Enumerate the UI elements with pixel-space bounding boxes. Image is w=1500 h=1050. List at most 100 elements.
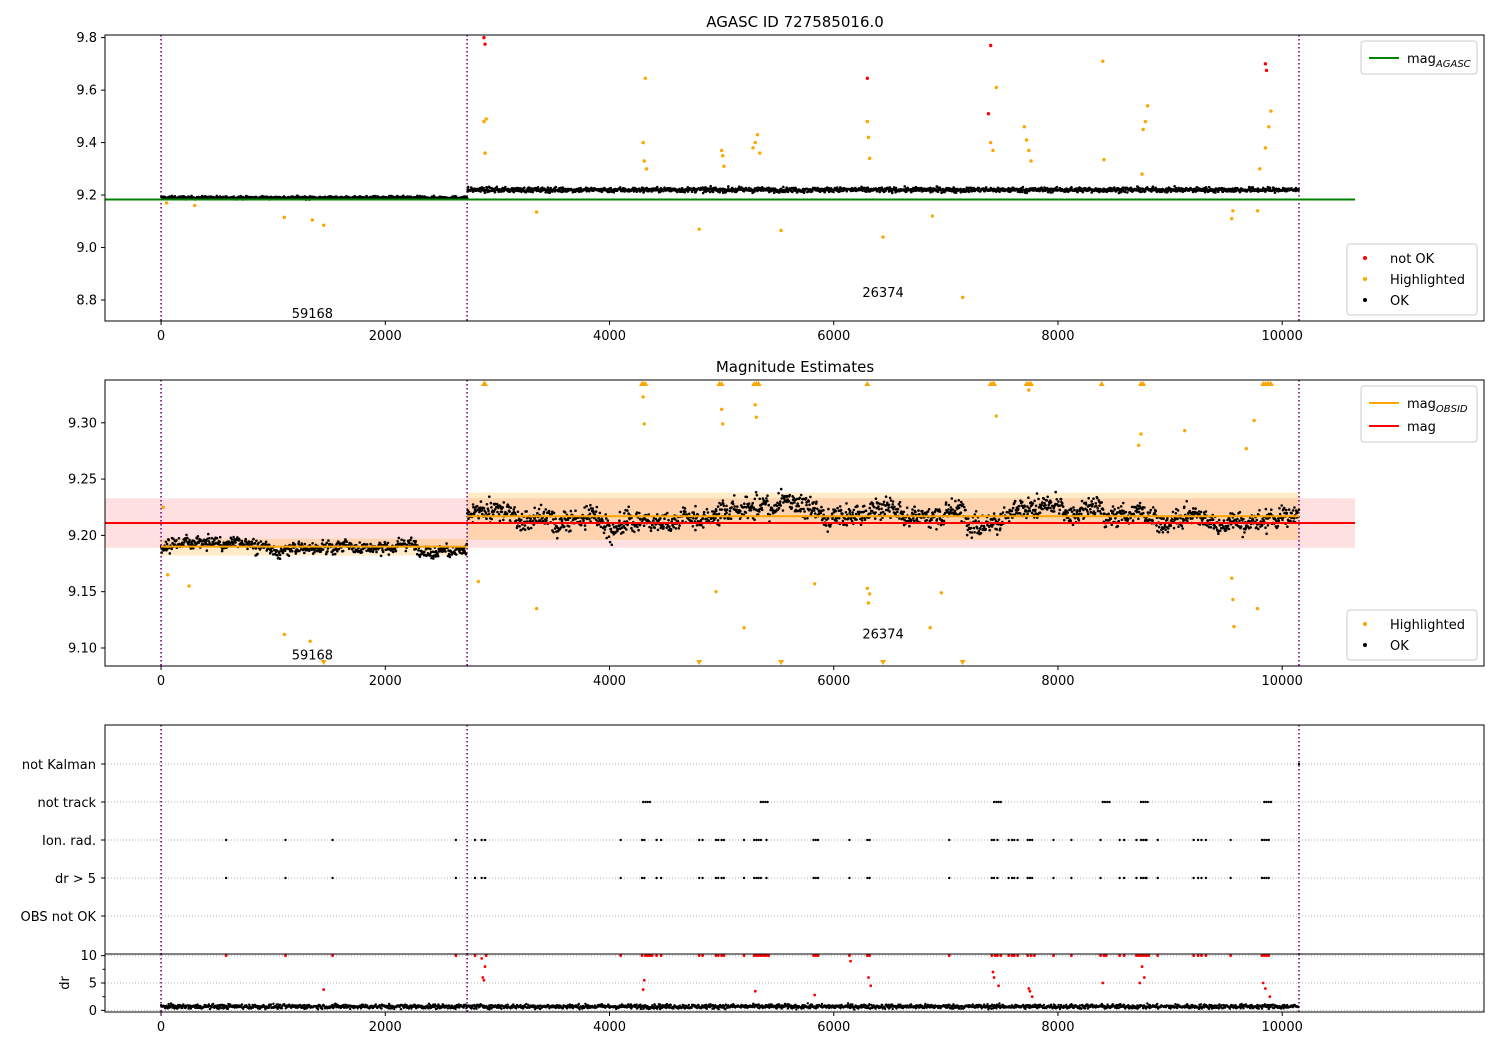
ok-point: [1012, 186, 1015, 190]
highlighted-point: [991, 148, 995, 153]
ok-point: [485, 503, 489, 506]
ok-point: [831, 517, 834, 520]
ok-point: [777, 491, 780, 495]
ok-point: [770, 506, 774, 510]
ok-point: [950, 497, 954, 500]
clipped-high-marker: [642, 381, 649, 386]
ok-point: [1149, 508, 1153, 512]
ok-point: [321, 548, 325, 551]
ok-point: [1277, 517, 1280, 520]
ok-point: [747, 502, 751, 505]
ok-point: [756, 513, 760, 516]
ok-point: [797, 504, 800, 508]
not-ok-point: [483, 42, 487, 46]
ok-point: [337, 547, 341, 551]
ok-point: [994, 519, 998, 523]
ok-point: [311, 542, 314, 545]
ok-point: [1077, 519, 1081, 522]
ok-point: [684, 510, 687, 513]
ok-point: [844, 517, 847, 521]
ok-point: [817, 187, 820, 190]
ok-point: [484, 511, 488, 514]
legend-marker: [1363, 277, 1367, 281]
ok-point: [893, 505, 896, 509]
ok-point: [812, 501, 815, 504]
ok-point: [897, 502, 901, 506]
ok-point: [486, 507, 490, 511]
ok-point: [779, 500, 782, 503]
ok-point: [1093, 511, 1097, 515]
ok-point: [898, 500, 902, 504]
ok-point: [1236, 517, 1239, 521]
ok-point: [1289, 519, 1292, 523]
ok-point: [1087, 496, 1090, 500]
ok-point: [954, 512, 958, 515]
ok-point: [947, 503, 951, 507]
x-tick-label: 10000: [1262, 329, 1303, 344]
ok-point: [879, 518, 882, 522]
ok-point: [830, 512, 834, 516]
ok-point: [500, 510, 504, 514]
highlighted-point: [641, 140, 645, 145]
ok-point: [379, 554, 383, 558]
ok-point: [1260, 524, 1264, 527]
ok-point: [1073, 516, 1077, 520]
highlighted-point: [1022, 125, 1027, 129]
ok-point: [935, 528, 938, 531]
ok-point: [1136, 185, 1140, 189]
ok-point: [325, 541, 329, 545]
ok-point: [799, 510, 802, 513]
ok-point: [970, 531, 974, 534]
ok-point: [589, 503, 592, 507]
ok-point: [546, 186, 550, 189]
ok-point: [1099, 512, 1103, 515]
ok-point: [603, 528, 607, 531]
ok-point: [782, 185, 785, 189]
ok-point: [863, 504, 866, 508]
ok-point: [1176, 517, 1179, 520]
obsid-annotation: 59168: [292, 307, 333, 322]
ok-point: [908, 524, 911, 528]
y-tick-label: 9.2: [76, 189, 97, 204]
ok-point: [730, 506, 733, 509]
ok-point: [513, 506, 516, 509]
ok-point: [686, 190, 690, 193]
ok-point: [729, 517, 733, 521]
ok-point: [1126, 191, 1129, 194]
ok-point: [487, 509, 490, 513]
ok-point: [894, 186, 898, 190]
ok-point: [1095, 504, 1098, 508]
ok-point: [972, 186, 976, 190]
ok-point: [365, 194, 368, 198]
highlighted-point: [321, 223, 326, 227]
ok-point: [925, 519, 929, 522]
ok-point: [944, 501, 948, 504]
ok-point: [587, 508, 591, 512]
ok-point: [598, 511, 602, 515]
ok-point: [476, 504, 479, 508]
ok-point: [1208, 518, 1212, 522]
ok-point: [795, 504, 798, 508]
ok-point: [426, 552, 430, 555]
ok-point: [257, 541, 260, 545]
ok-point: [1037, 497, 1040, 501]
highlighted-point: [1143, 119, 1148, 124]
ok-point: [561, 186, 564, 189]
ok-point: [1183, 505, 1186, 509]
ok-point: [1222, 525, 1225, 528]
highlighted-point: [1024, 138, 1029, 142]
ok-point: [993, 517, 997, 521]
ok-point: [455, 553, 458, 556]
ok-point: [1138, 504, 1141, 508]
ok-point: [324, 543, 327, 547]
ok-point: [760, 508, 764, 512]
ok-point: [841, 512, 844, 515]
ok-point: [207, 540, 211, 543]
ok-point: [992, 512, 996, 515]
ok-point: [976, 527, 979, 530]
ok-point: [1262, 519, 1265, 522]
ok-point: [1242, 517, 1245, 521]
ok-point: [485, 186, 489, 189]
ok-point: [1097, 187, 1100, 191]
ok-point: [467, 510, 471, 514]
